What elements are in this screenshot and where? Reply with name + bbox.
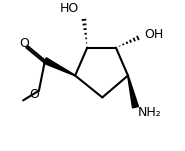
Text: NH₂: NH₂ (138, 106, 162, 119)
Text: HO: HO (60, 2, 79, 15)
Text: OH: OH (144, 28, 164, 41)
Polygon shape (128, 76, 138, 108)
Text: O: O (29, 88, 39, 101)
Polygon shape (44, 58, 75, 76)
Text: O: O (20, 37, 30, 50)
